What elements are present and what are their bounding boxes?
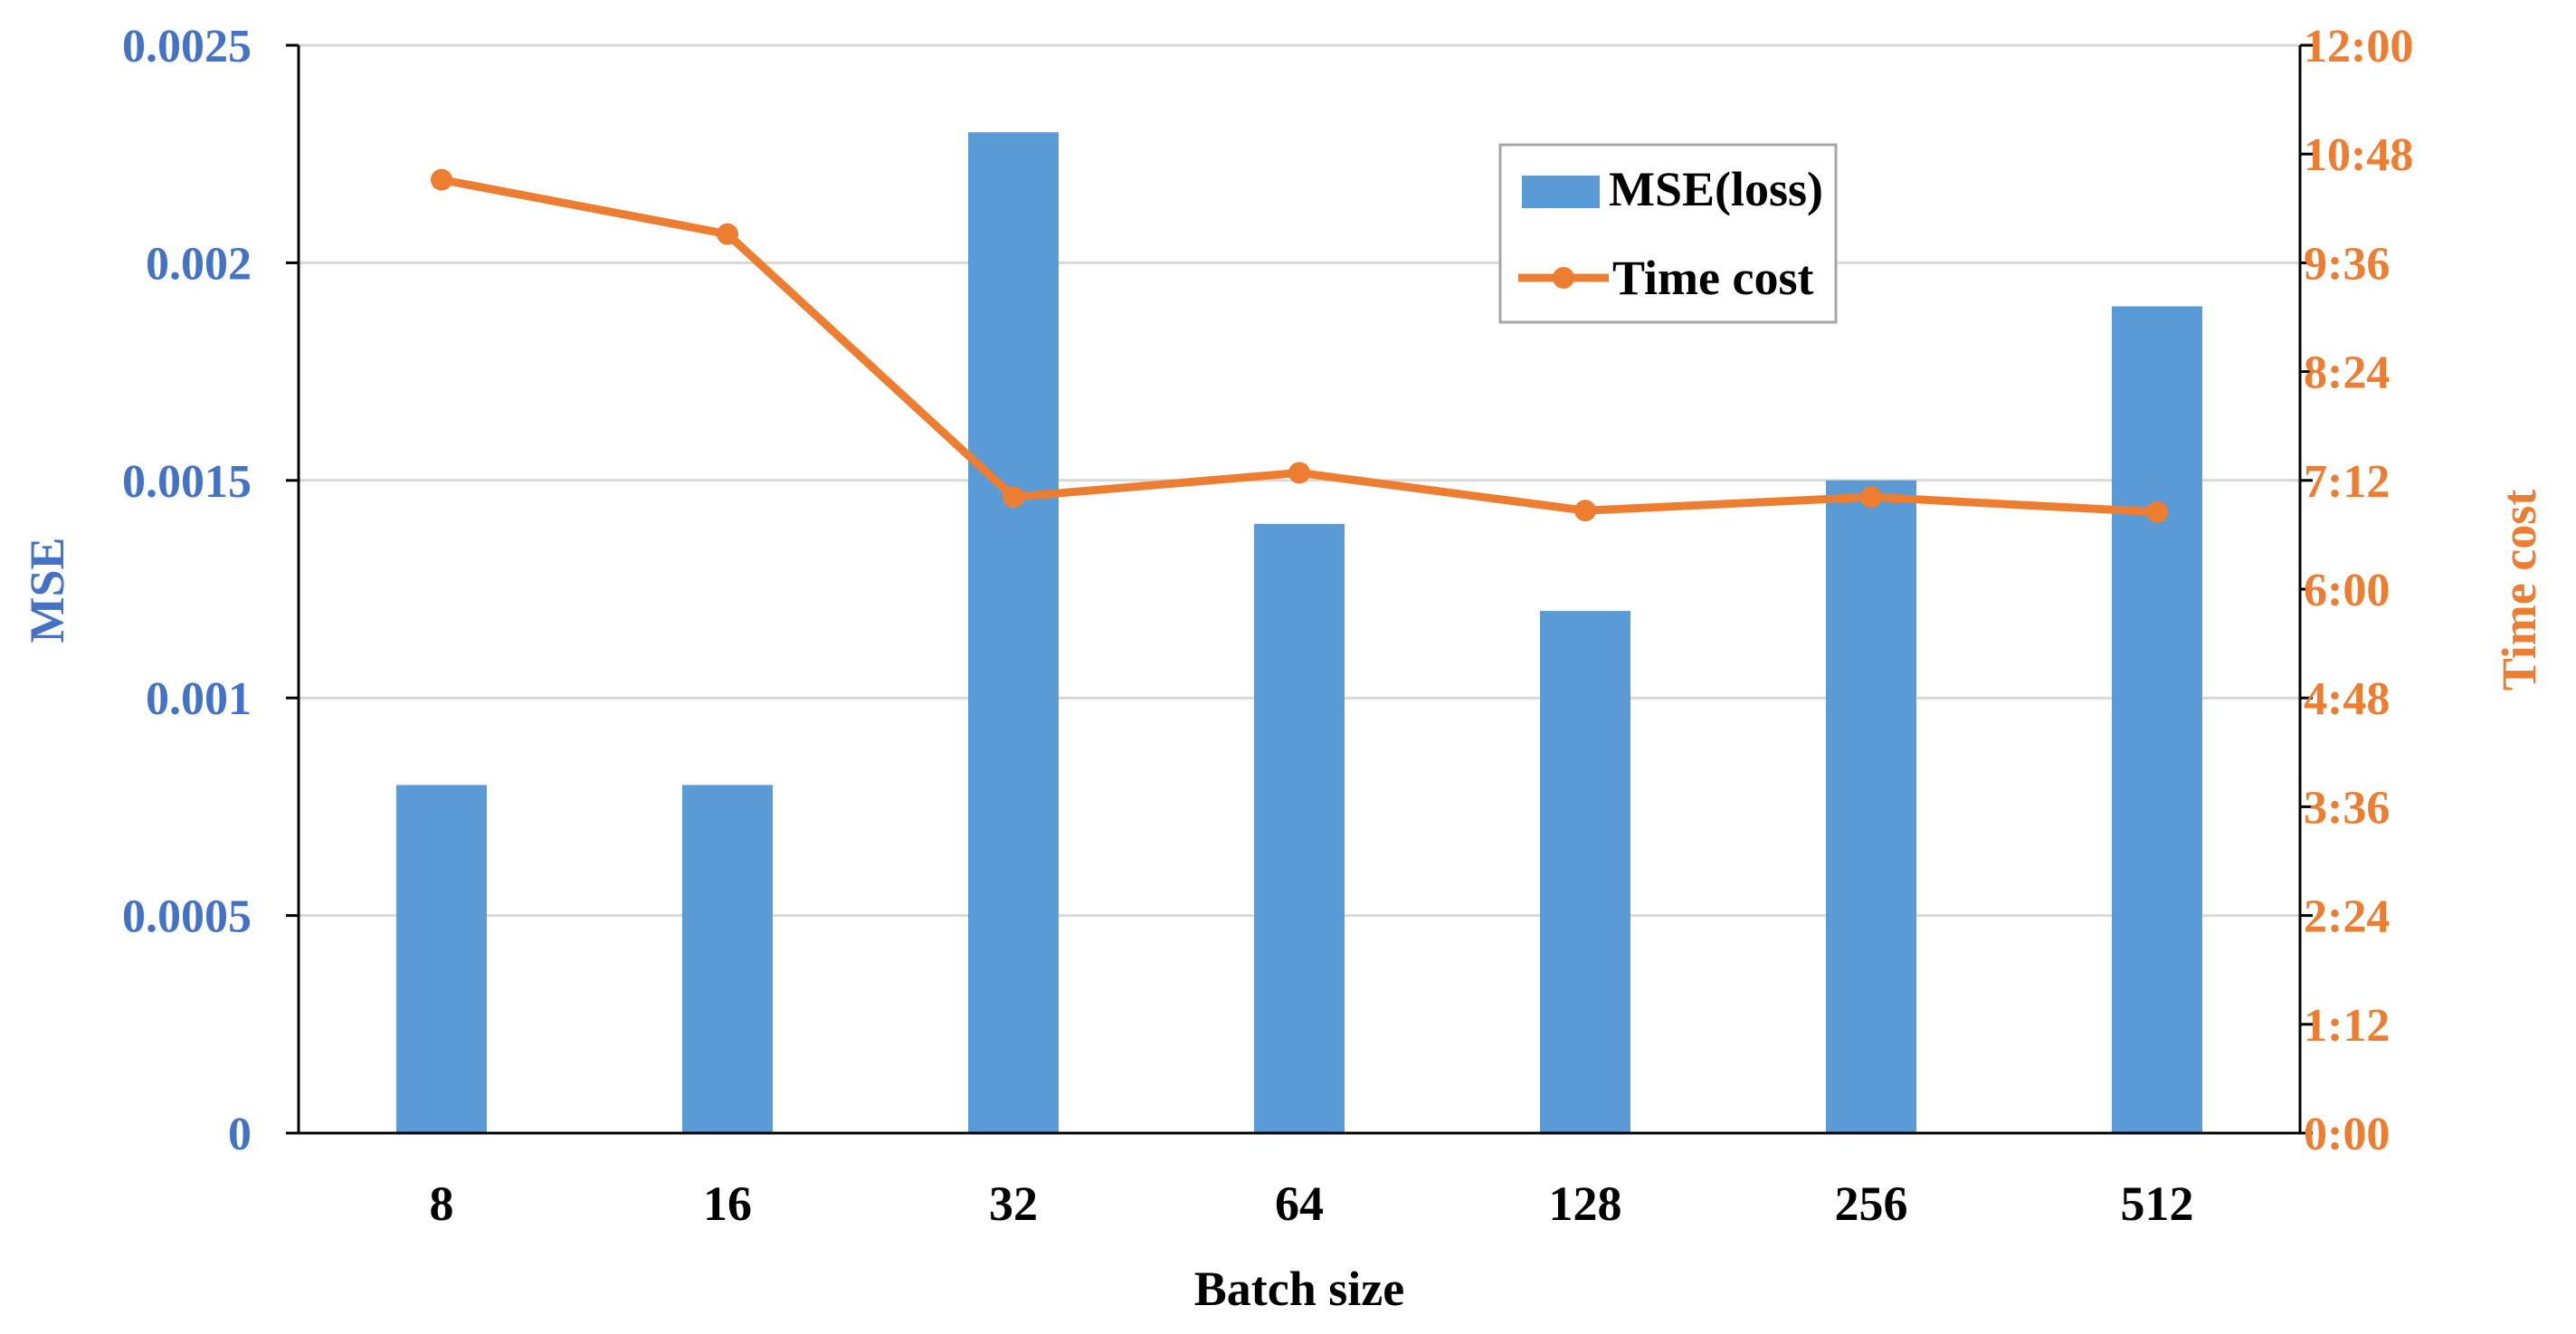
time-cost-point-512 bbox=[2146, 500, 2168, 523]
legend-line-marker bbox=[1553, 267, 1574, 289]
time-cost-point-256 bbox=[1860, 486, 1882, 509]
time-cost-point-16 bbox=[717, 223, 738, 245]
time-cost-point-128 bbox=[1574, 500, 1596, 522]
axis-labels: Batch size MSE Time cost bbox=[20, 490, 2546, 1316]
legend-box bbox=[1498, 143, 1838, 324]
time-cost-point-64 bbox=[1288, 462, 1310, 484]
right-tick-label-10: 12:00 bbox=[2304, 21, 2413, 72]
bar-mse-128 bbox=[1540, 611, 1630, 1133]
time-cost-line bbox=[431, 168, 2168, 523]
left-tick-label-4: 0.002 bbox=[146, 238, 252, 290]
right-tick-label-8: 9:36 bbox=[2304, 238, 2390, 290]
x-tick-label-32: 32 bbox=[989, 1177, 1038, 1231]
x-tick-label-256: 256 bbox=[1835, 1177, 1908, 1231]
bar-mse-32 bbox=[968, 132, 1059, 1133]
right-tick-label-2: 2:24 bbox=[2304, 891, 2390, 943]
left-tick-label-2: 0.001 bbox=[146, 673, 252, 725]
right-tick-label-4: 4:48 bbox=[2304, 673, 2390, 725]
left-tick-label-0: 0 bbox=[228, 1109, 252, 1160]
right-tick-label-7: 8:24 bbox=[2304, 348, 2390, 399]
x-tick-label-8: 8 bbox=[430, 1177, 454, 1231]
right-tick-label-6: 7:12 bbox=[2304, 456, 2390, 508]
left-tick-label-1: 0.0005 bbox=[122, 891, 252, 943]
x-tick-label-128: 128 bbox=[1549, 1177, 1622, 1231]
right-tick-label-9: 10:48 bbox=[2304, 129, 2413, 181]
axes: 0 0.0005 0.001 0.0015 0.002 0.0025 0:00 1:12 2:2… bbox=[122, 21, 2413, 1231]
left-axis-title: MSE bbox=[20, 537, 74, 643]
x-tick-label-512: 512 bbox=[2121, 1177, 2194, 1231]
time-cost-point-8 bbox=[431, 168, 452, 191]
mse-bars bbox=[396, 132, 2202, 1134]
bar-mse-512 bbox=[2112, 306, 2202, 1134]
right-tick-label-3: 3:36 bbox=[2304, 782, 2390, 834]
legend-bar-label: MSE(loss) bbox=[1609, 162, 1823, 216]
x-axis-title: Batch size bbox=[1194, 1262, 1404, 1316]
left-tick-label-3: 0.0015 bbox=[122, 456, 252, 508]
right-axis-title: Time cost bbox=[2492, 490, 2546, 691]
legend-line-label: Time cost bbox=[1612, 251, 1813, 305]
right-tick-label-1: 1:12 bbox=[2304, 1000, 2390, 1052]
bar-mse-64 bbox=[1254, 523, 1345, 1133]
bar-mse-256 bbox=[1826, 480, 1916, 1133]
time-cost-point-32 bbox=[1003, 486, 1024, 509]
x-tick-label-16: 16 bbox=[703, 1177, 752, 1231]
bar-mse-8 bbox=[396, 785, 487, 1133]
left-tick-label-5: 0.0025 bbox=[122, 21, 252, 72]
x-tick-label-64: 64 bbox=[1275, 1177, 1324, 1231]
right-tick-label-5: 6:00 bbox=[2304, 565, 2390, 616]
bar-mse-16 bbox=[682, 785, 773, 1133]
right-tick-label-0: 0:00 bbox=[2304, 1109, 2390, 1160]
legend-bar-swatch bbox=[1522, 176, 1600, 208]
legend: MSE(loss) Time cost bbox=[1498, 143, 1838, 324]
